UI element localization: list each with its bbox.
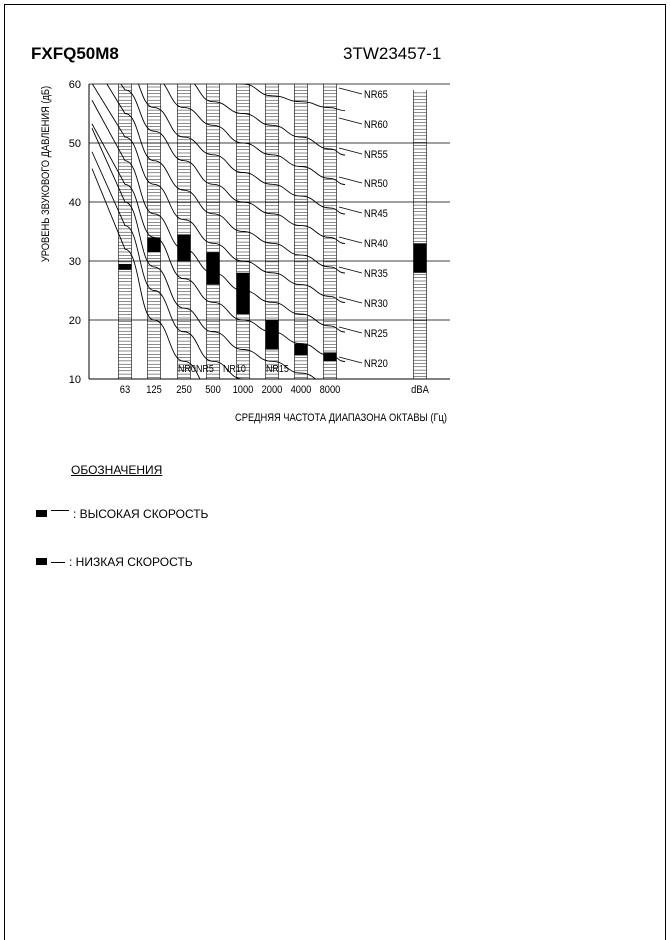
x-tick-label-500: 500 [205, 384, 221, 396]
nr-label-nr50: NR50 [364, 178, 388, 190]
level-bar-1000 [236, 272, 250, 315]
document-number: 3TW23457-1 [343, 44, 442, 63]
nr-curve-nr10 [91, 127, 317, 379]
level-bar-dba [413, 243, 427, 273]
nr-label-nr25: NR25 [364, 328, 388, 340]
x-tick-label-63: 63 [120, 384, 131, 396]
nr-leader-nr40 [338, 236, 363, 244]
nr-curve-nr0 [91, 168, 201, 379]
nr-leader-nr20 [338, 356, 363, 364]
nr-curve-nr25 [91, 84, 346, 303]
y-tick-label-50: 50 [69, 138, 81, 150]
nr-leader-nr30 [338, 296, 363, 304]
nr-label-nr30: NR30 [364, 298, 388, 310]
nr-curve-nr30 [106, 84, 346, 274]
level-bar-125 [147, 237, 161, 253]
level-bar-63 [118, 263, 132, 270]
nr-curve-nr5 [91, 151, 248, 379]
nr-label-nr40: NR40 [364, 238, 388, 250]
level-bar-4000 [294, 343, 308, 356]
nr-chart: 10 20 30 40 50 60 NR65 NR60 NR55 NR50 NR45 NR40 NR35… [40, 0, 450, 424]
nr-curve-nr20 [91, 100, 346, 333]
level-bar-2000 [265, 320, 279, 350]
nr-leader-nr50 [338, 176, 363, 184]
legend-low-line [51, 562, 65, 564]
x-tick-label-1000: 1000 [233, 384, 254, 396]
nr-curve-nr35 [120, 84, 346, 244]
nr-curve-nr60 [92, 0, 345, 81]
legend-low-swatch [36, 558, 47, 566]
nr-label-nr55: NR55 [364, 149, 388, 161]
level-bar-8000 [323, 352, 337, 362]
x-tick-label-8000: 8000 [320, 384, 341, 396]
model-title: FXFQ50M8 [31, 44, 119, 63]
nr-leader-nr65 [338, 87, 363, 95]
legend-title: ОБОЗНАЧЕНИЯ [71, 463, 163, 477]
nr-label-nr10: NR10 [223, 363, 246, 375]
y-axis-title: УРОВЕНЬ ЗВУКОВОГО ДАВЛЕНИЯ (дБ) [40, 86, 52, 262]
legend-low-label: : НИЗКАЯ СКОРОСТЬ [69, 554, 193, 569]
x-tick-label-dba: dBA [411, 384, 429, 396]
y-tick-label-60: 60 [69, 79, 81, 91]
x-tick-label-2000: 2000 [262, 384, 283, 396]
nr-leader-nr55 [338, 147, 363, 155]
x-tick-label-125: 125 [146, 384, 162, 396]
y-tick-label-30: 30 [69, 256, 81, 268]
level-bar-500 [206, 252, 220, 285]
nr-leader-nr60 [338, 117, 363, 125]
nr-curve-nr40 [137, 84, 346, 215]
nr-label-nr45: NR45 [364, 208, 388, 220]
level-bar-250 [177, 234, 191, 261]
legend-high-label: : ВЫСОКАЯ СКОРОСТЬ [73, 506, 209, 521]
nr-leader-nr45 [338, 206, 363, 214]
legend-high-swatch [36, 510, 47, 518]
nr-label-nr0: NR0 [178, 363, 196, 375]
nr-label-nr5: NR5 [196, 363, 214, 375]
nr-curve-nr65 [92, 0, 345, 52]
page-frame [4, 4, 666, 940]
y-tick-label-10: 10 [69, 374, 81, 386]
nr-label-nr65: NR65 [364, 89, 388, 101]
nr-leader-nr35 [338, 266, 363, 274]
x-tick-label-4000: 4000 [291, 384, 312, 396]
nr-label-nr15: NR15 [266, 363, 289, 375]
nr-leader-nr25 [338, 326, 363, 334]
y-tick-label-20: 20 [69, 315, 81, 327]
y-tick-label-40: 40 [69, 197, 81, 209]
nr-curve-nr55 [238, 84, 346, 112]
nr-curve-nr50 [193, 84, 346, 156]
nr-curve-nr45 [163, 84, 346, 185]
x-axis-title: СРЕДНЯЯ ЧАСТОТА ДИАПАЗОНА ОКТАВЫ (Гц) [235, 412, 447, 424]
nr-label-nr20: NR20 [364, 358, 388, 370]
x-tick-label-250: 250 [176, 384, 192, 396]
legend-high-speed: : ВЫСОКАЯ СКОРОСТЬ [36, 506, 209, 521]
legend-low-speed: : НИЗКАЯ СКОРОСТЬ [36, 554, 193, 569]
nr-label-nr60: NR60 [364, 119, 388, 131]
legend-high-line [51, 510, 69, 512]
nr-label-nr35: NR35 [364, 268, 388, 280]
